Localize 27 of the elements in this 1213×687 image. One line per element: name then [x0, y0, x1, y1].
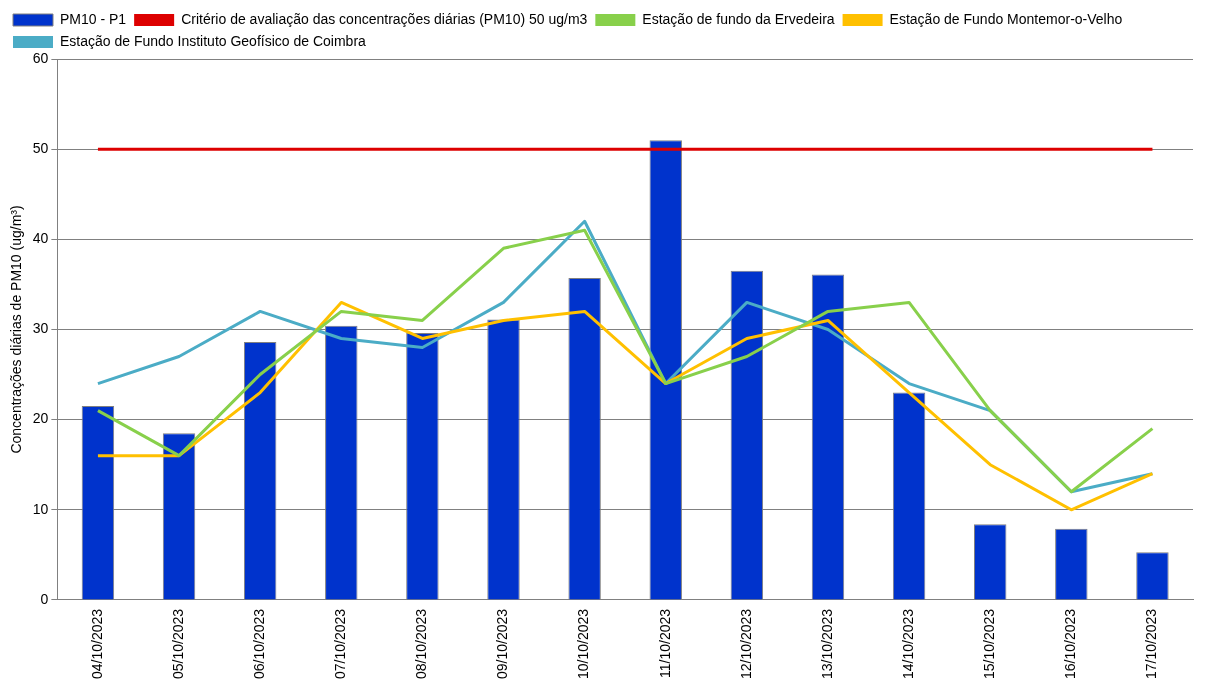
- y-tick-label: 50: [32, 140, 49, 157]
- x-tick-label: 09/10/2023: [494, 608, 511, 680]
- y-tick-label: 40: [32, 230, 49, 247]
- y-tick-label: 0: [40, 590, 49, 607]
- x-tick-label: 11/10/2023: [656, 608, 673, 678]
- x-tick-label: 10/10/2023: [575, 608, 592, 680]
- x-tick-label: 15/10/2023: [981, 608, 998, 680]
- y-axis-title: Concentrações diárias de PM10 (ug/m³): [8, 205, 25, 454]
- legend-label: Estação de Fundo Montemor-o-Velho: [889, 10, 1123, 27]
- x-tick-label: 14/10/2023: [899, 608, 916, 680]
- x-tick-label: 04/10/2023: [88, 608, 105, 680]
- legend-label: Critério de avaliação das concentrações diárias (PM10) 50 ug/m3: [181, 10, 588, 27]
- x-tick-label: 17/10/2023: [1143, 608, 1160, 680]
- y-tick-label: 10: [32, 500, 49, 517]
- x-tick-label: 13/10/2023: [818, 608, 835, 680]
- legend-label: Estação de Fundo Instituto Geofísico de Coimbra: [60, 32, 367, 49]
- x-tick-label: 12/10/2023: [737, 608, 754, 680]
- x-tick-label: 08/10/2023: [413, 608, 430, 680]
- x-tick-label: 06/10/2023: [251, 608, 268, 680]
- legend-label: PM10 - P1: [60, 10, 127, 27]
- x-tick-label: 07/10/2023: [332, 608, 349, 680]
- x-tick-label: 05/10/2023: [169, 608, 186, 680]
- x-tick-label: 16/10/2023: [1062, 608, 1079, 680]
- y-tick-label: 20: [32, 410, 49, 427]
- y-tick-label: 60: [32, 49, 49, 66]
- legend-label: Estação de fundo da Ervedeira: [642, 10, 835, 27]
- y-tick-label: 30: [32, 320, 49, 337]
